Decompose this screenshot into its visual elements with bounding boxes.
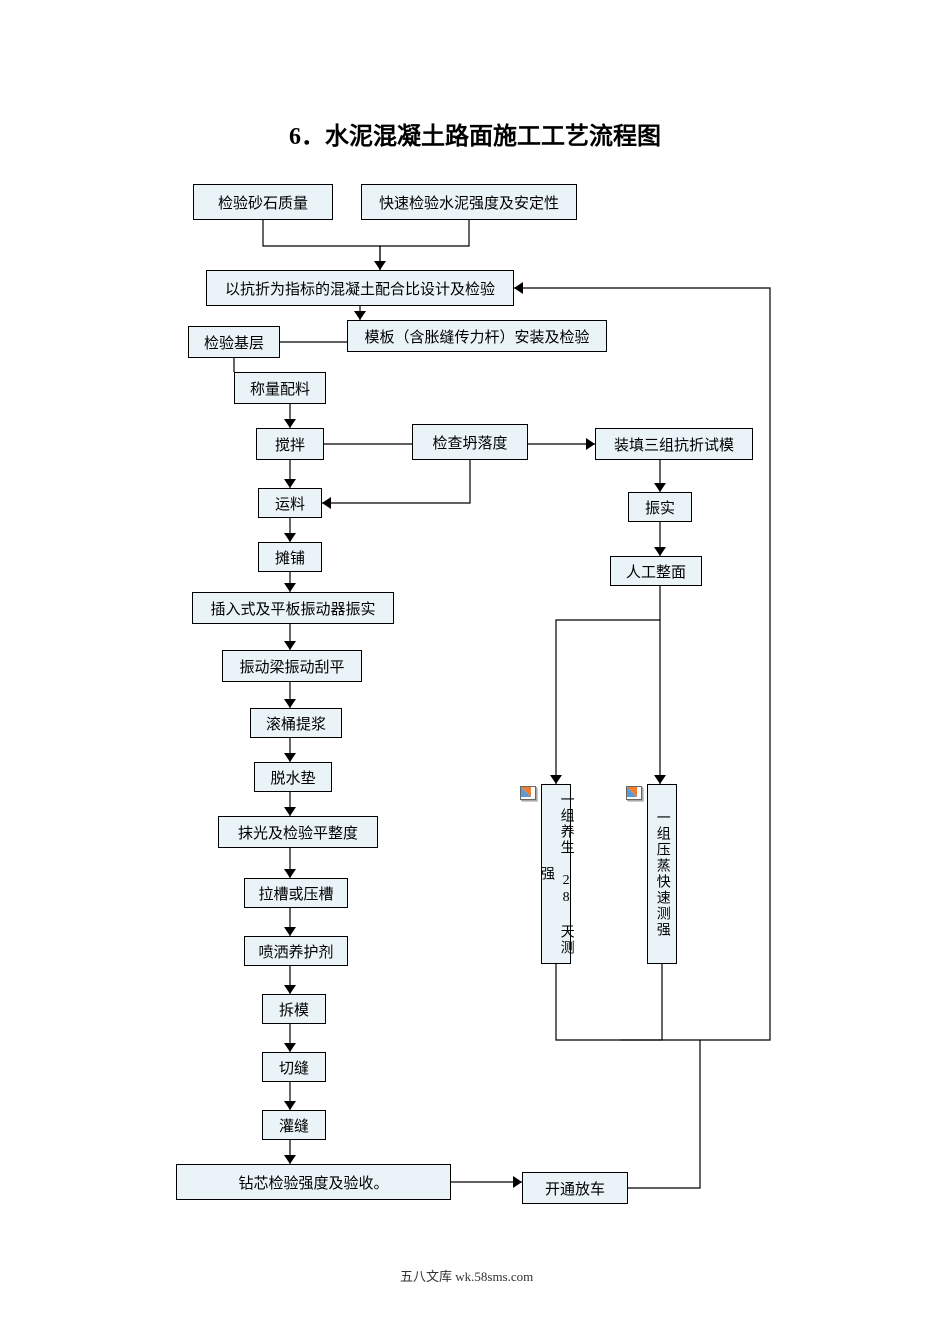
node-r2: 开通放车	[522, 1172, 628, 1204]
node-r1: 钻芯检验强度及验收。	[176, 1164, 451, 1200]
node-f3: 振实	[628, 492, 692, 522]
node-a1: 检验砂石质量	[193, 184, 333, 220]
node-a2: 快速检验水泥强度及安定性	[361, 184, 577, 220]
title-number: 6．	[289, 124, 325, 150]
flowchart-stage: 6．水泥混凝土路面施工工艺流程图 检验砂石质量快速检验水泥强度及安定性以抗折为指…	[0, 0, 950, 1344]
node-f1: 运料	[258, 488, 322, 518]
node-m1: 拉槽或压槽	[244, 878, 348, 908]
node-k1: 脱水垫	[254, 762, 332, 792]
node-e3: 装填三组抗折试模	[595, 428, 753, 460]
node-b1: 以抗折为指标的混凝土配合比设计及检验	[206, 270, 514, 306]
node-g1: 摊铺	[258, 542, 322, 572]
page-footer: 五八文库 wk.58sms.com	[400, 1266, 533, 1285]
vnode-v2: 一组压蒸快速测强	[647, 784, 677, 964]
node-d1: 称量配料	[234, 372, 326, 404]
node-e1: 搅拌	[256, 428, 324, 460]
title-text: 水泥混凝土路面施工工艺流程图	[325, 124, 661, 150]
node-l1: 抹光及检验平整度	[218, 816, 378, 848]
node-o1: 拆模	[262, 994, 326, 1024]
node-n1: 喷洒养护剂	[244, 936, 348, 966]
page-title: 6．水泥混凝土路面施工工艺流程图	[0, 116, 950, 151]
node-j1: 滚桶提浆	[250, 708, 342, 738]
vnode-v1: 一组养生 28 天测强	[541, 784, 571, 964]
node-i1: 振动梁振动刮平	[222, 650, 362, 682]
node-q1: 灌缝	[262, 1110, 326, 1140]
node-e2: 检查坍落度	[412, 424, 528, 460]
decor-icon-d1	[520, 786, 536, 800]
node-c2: 模板（含胀缝传力杆）安装及检验	[347, 320, 607, 352]
node-c1: 检验基层	[188, 326, 280, 358]
node-p1: 切缝	[262, 1052, 326, 1082]
node-h1: 插入式及平板振动器振实	[192, 592, 394, 624]
node-g3: 人工整面	[610, 556, 702, 586]
decor-icon-d2	[626, 786, 642, 800]
